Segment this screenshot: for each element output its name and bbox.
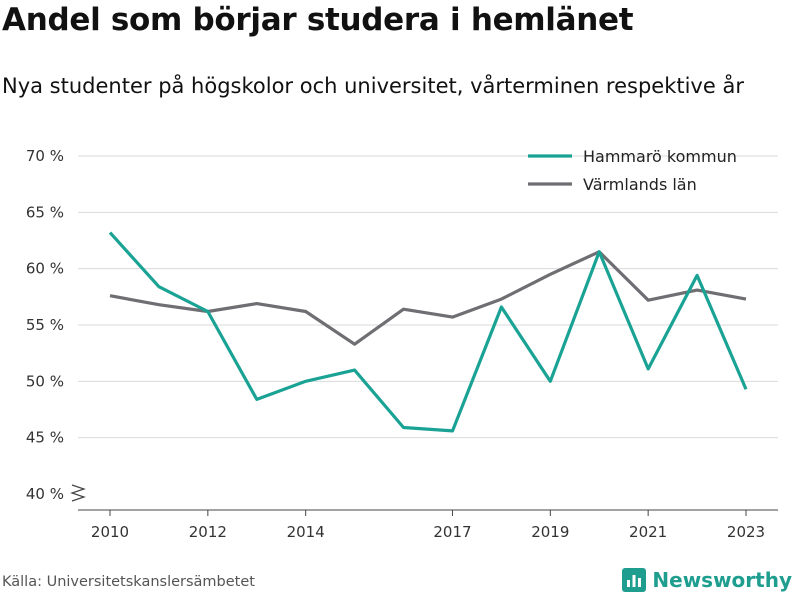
source-note: Källa: Universitetskanslersämbetet (2, 574, 255, 590)
series-lines (108, 231, 748, 433)
chart-subtitle: Nya studenter på högskolor och universit… (2, 74, 744, 98)
series-line-v-rmlands-l-n (109, 250, 747, 346)
x-tick-label: 2021 (629, 523, 667, 541)
y-tick-label: 45 % (26, 429, 64, 447)
x-tick-label: 2012 (189, 523, 227, 541)
legend-label: Värmlands län (583, 175, 697, 194)
y-tick-label: 70 % (26, 147, 64, 165)
x-tick-label: 2017 (433, 523, 471, 541)
legend: Hammarö kommun Värmlands län (528, 147, 737, 194)
axes: 40 % 45 % 50 % 55 % 60 % 65 % 70 % 2010 2012 2014… (26, 147, 778, 541)
brand-logo-block: Newsworthy (622, 568, 792, 592)
x-tick-label: 2010 (91, 523, 129, 541)
chart-title: Andel som börjar studera i hemlänet (2, 2, 634, 38)
y-tick-label: 55 % (26, 316, 64, 334)
legend-label: Hammarö kommun (583, 147, 737, 166)
series-line-hammar-kommun (108, 231, 748, 433)
newsworthy-logo-icon (622, 568, 647, 592)
y-tick-label: 40 % (26, 485, 64, 503)
y-tick-label: 65 % (26, 203, 64, 221)
x-tick-label: 2023 (727, 523, 765, 541)
gridlines (78, 155, 778, 439)
x-tick-label: 2019 (531, 523, 569, 541)
y-tick-label: 60 % (26, 260, 64, 278)
brand-name: Newsworthy (652, 568, 792, 592)
axis-break-icon (70, 484, 86, 502)
x-tick-label: 2014 (287, 523, 325, 541)
y-tick-label: 50 % (26, 372, 64, 390)
